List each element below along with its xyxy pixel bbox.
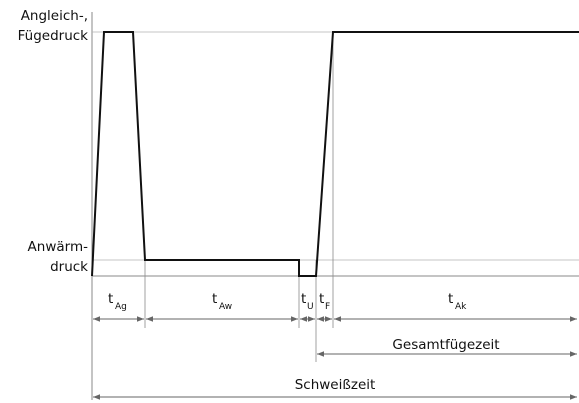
phase-label-tAk: t Ak [448, 291, 467, 312]
phase-label-tU: t U [301, 291, 314, 312]
phase-label-sub: U [307, 302, 314, 312]
phase-label-base: t [301, 291, 306, 307]
phase-label-sub: Ak [455, 302, 467, 312]
gesamtfuegezeit-label: Gesamtfügezeit [392, 337, 499, 353]
high-pressure-label-line2: Fügedruck [18, 28, 89, 44]
pressure-curve [91, 31, 579, 277]
phase-label-sub: Aw [219, 302, 232, 312]
phase-label-base: t [319, 291, 324, 307]
phase-label-sub: F [325, 302, 330, 312]
phase-label-base: t [448, 291, 453, 307]
phase-label-sub: Ag [115, 302, 127, 312]
schweisszeit-label: Schweißzeit [295, 377, 376, 393]
high-pressure-label-line1: Angleich-, [21, 8, 88, 24]
phase-label-tF: t F [319, 291, 330, 312]
phase-label-base: t [212, 291, 217, 307]
phase-label-tAg: t Ag [108, 291, 127, 312]
phase-label-tAw: t Aw [212, 291, 232, 312]
phase-label-base: t [108, 291, 113, 307]
low-pressure-label-line1: Anwärm- [28, 239, 89, 255]
low-pressure-label-line2: druck [50, 259, 88, 275]
